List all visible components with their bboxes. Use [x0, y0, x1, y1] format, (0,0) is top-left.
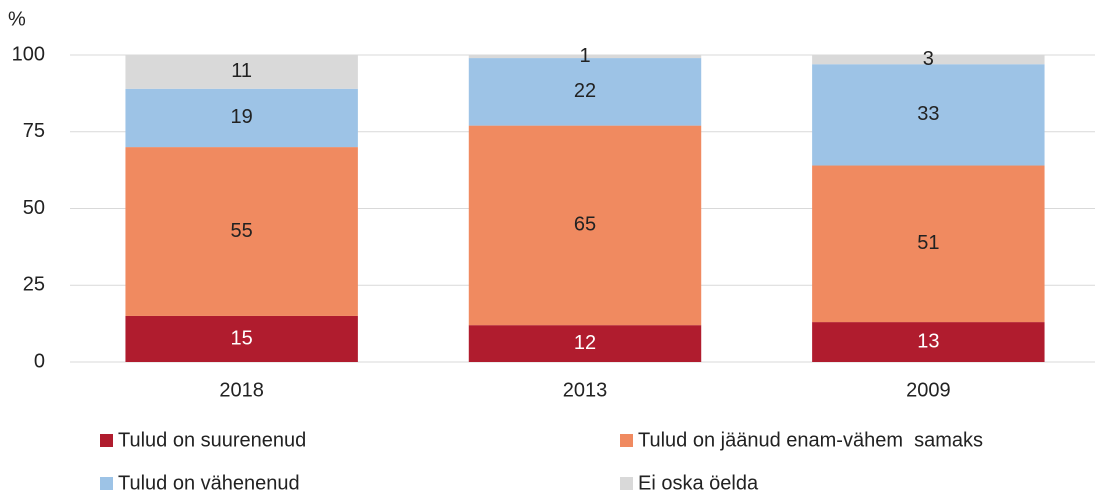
y-tick-label: 25 [23, 274, 45, 296]
x-tick-label: 2009 [906, 379, 951, 401]
y-tick-label: 100 [12, 43, 45, 65]
data-label: 1 [579, 45, 590, 67]
bar-segment [468, 58, 702, 126]
data-label: 33 [917, 103, 939, 125]
legend-label: Ei oska öelda [638, 472, 759, 493]
bar-segment [125, 315, 358, 362]
data-label: 11 [231, 60, 252, 82]
legend-label: Tulud on jäänud enam-vähem samaks [638, 429, 983, 451]
legend-swatch [620, 477, 633, 490]
legend-label: Tulud on suurenenud [118, 429, 306, 451]
legend-swatch [100, 434, 113, 447]
bar-segment [812, 55, 1045, 65]
data-label: 51 [917, 232, 939, 254]
data-label: 55 [231, 220, 253, 242]
data-label: 12 [574, 332, 596, 354]
y-axis-label: % [8, 8, 26, 30]
bar-segment [468, 325, 702, 362]
data-label: 19 [231, 106, 253, 128]
bar-segment [125, 88, 358, 148]
data-label: 3 [923, 48, 934, 70]
bar-segment [812, 64, 1045, 166]
data-label: 65 [574, 214, 596, 236]
legend-label: Tulud on vähenenud [118, 472, 300, 493]
y-tick-label: 0 [34, 350, 45, 372]
legend-swatch [100, 477, 113, 490]
y-tick-label: 75 [23, 120, 45, 142]
bar-segment [812, 322, 1045, 362]
x-tick-label: 2013 [563, 379, 608, 401]
bar-segment [468, 55, 702, 59]
x-tick-label: 2018 [219, 379, 264, 401]
data-label: 22 [574, 80, 596, 102]
bar-segment [812, 165, 1045, 323]
legend-swatch [620, 434, 633, 447]
bar-segment [125, 55, 358, 89]
y-tick-label: 50 [23, 197, 45, 219]
data-label: 15 [231, 327, 253, 349]
data-label: 13 [917, 330, 939, 352]
bar-segment [125, 147, 358, 316]
bar-segment [468, 125, 702, 326]
